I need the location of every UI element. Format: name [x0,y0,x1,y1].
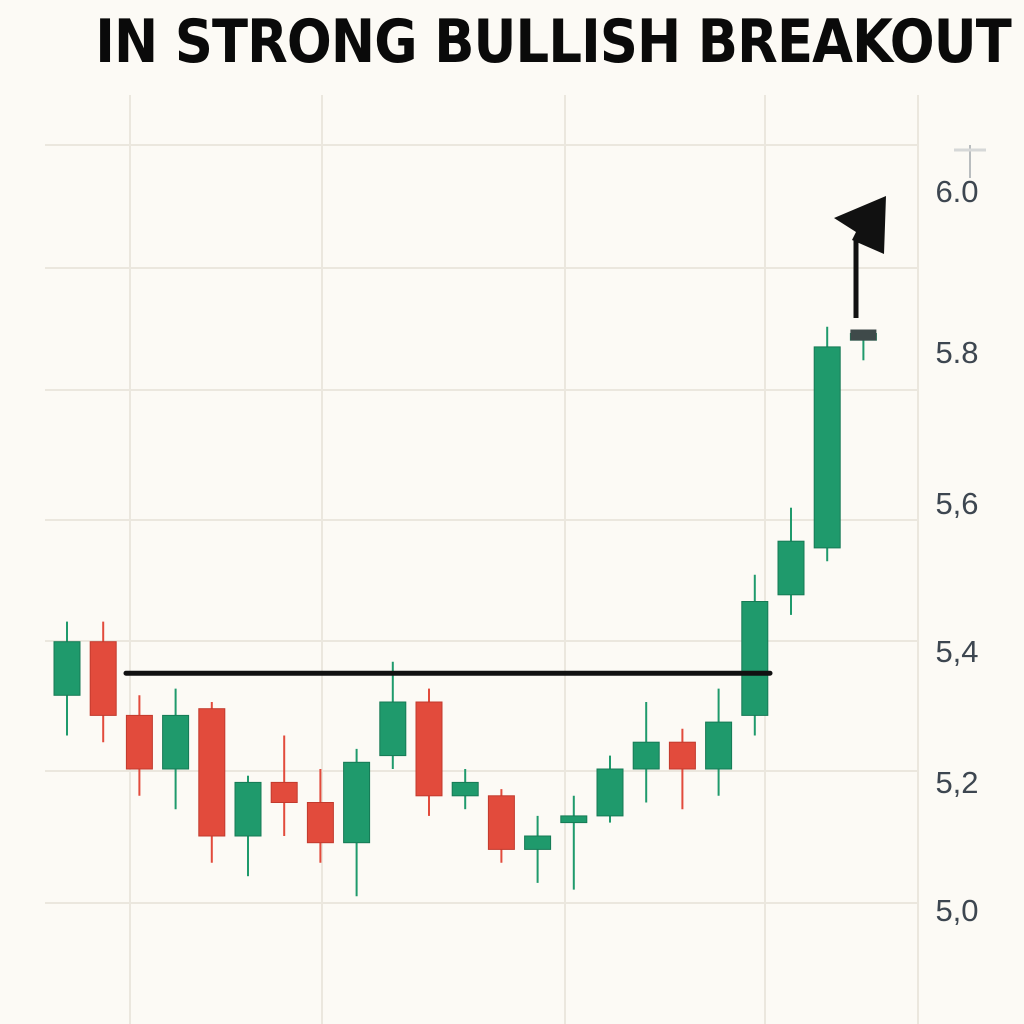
candle [53,621,81,736]
candle [379,661,407,769]
candle-body-up [524,835,552,850]
candle [813,326,841,562]
candle [632,702,660,803]
candle-body-down [487,795,515,850]
candle-body-up [162,714,190,770]
candle [705,688,733,796]
candle-body-up [234,781,262,837]
y-tick-label: 5.8 [935,335,978,370]
candle-body-up [53,641,81,696]
chart-title: IN STRONG BULLISH BREAKOUT [95,7,1012,77]
candle [415,688,443,816]
candle-body-up [705,721,733,770]
candle [234,775,262,877]
overlay [123,196,886,676]
candle-body-up [632,741,660,770]
candle [741,574,769,736]
candle [487,789,515,863]
candle-body-down [306,802,334,844]
candle-body-up [741,601,769,716]
candle [560,795,588,890]
y-tick-label: 6.0 [935,174,978,209]
candle-body-up [451,781,479,797]
candle-body-up [777,540,805,596]
y-axis-ticks: 5,0 5,2 5,4 5,6 5.8 6.0 [935,145,986,928]
candle [451,769,479,810]
candle [596,755,624,823]
breakout-arrow-head [834,196,886,254]
candle [198,702,226,863]
candle [306,769,334,863]
candle [343,748,371,897]
candle [89,621,117,743]
candles [53,326,877,897]
y-tick-label: 5,6 [935,486,978,521]
candle-body-down [198,708,226,837]
candle [162,688,190,810]
candle-body-up [813,346,841,549]
candle-body-up [560,815,588,824]
candle [777,507,805,615]
candle-body-down [415,701,443,797]
candle-body-up [343,761,371,844]
y-tick-label: 5,2 [935,765,978,800]
candle-body-up [379,701,407,757]
candle-body-down [89,641,117,716]
candle [668,728,696,810]
last-price-marker [850,329,877,341]
candle-body-up [596,768,624,817]
candle [270,735,298,836]
candle [125,695,153,796]
grid-lines [45,95,919,1024]
candle [524,815,552,883]
candle-body-down [270,781,298,804]
y-tick-label: 5,4 [935,634,978,669]
candle-body-down [668,741,696,770]
y-tick-label: 5,0 [935,893,978,928]
candle-body-down [125,714,153,770]
